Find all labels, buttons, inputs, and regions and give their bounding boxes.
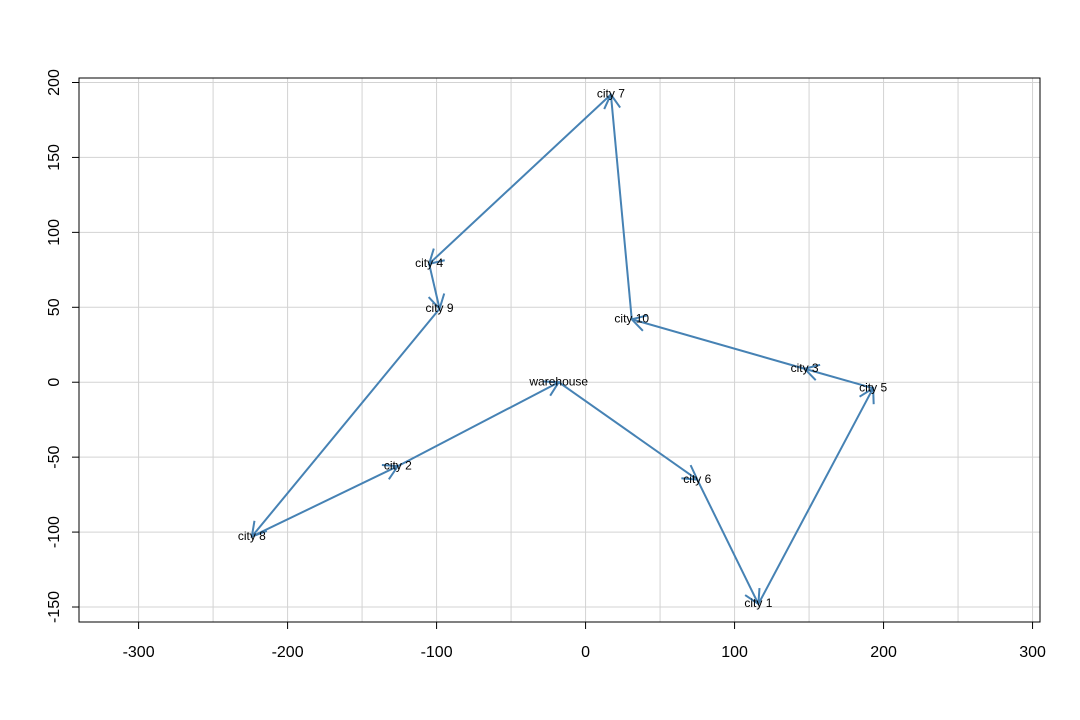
route-line	[251, 465, 399, 538]
route-arrows	[250, 92, 875, 606]
route-segment	[757, 386, 875, 605]
route-segment	[251, 463, 400, 538]
x-tick-label: 200	[870, 644, 897, 661]
route-segment	[427, 93, 612, 266]
y-axis: -150 -100 -50 0 50 100 150 200	[46, 69, 79, 623]
x-tick-label: 0	[581, 644, 590, 661]
point-labels: warehouse city 1 city 2 city 3 city 4 city 5 c…	[238, 87, 888, 611]
point-label: city 8	[238, 529, 266, 543]
route-segment	[629, 314, 805, 370]
point-label: city 10	[614, 311, 649, 325]
y-tick-label: 200	[46, 69, 63, 96]
y-tick-label: -100	[46, 516, 63, 548]
point-label: city 6	[683, 472, 711, 486]
route-segment	[603, 92, 633, 320]
route-segment	[250, 308, 441, 539]
point-label: city 3	[791, 361, 819, 375]
route-segment	[558, 381, 699, 481]
y-tick-label: 100	[46, 219, 63, 246]
point-label: city 4	[415, 256, 443, 270]
grid	[79, 78, 1040, 622]
x-tick-label: 100	[721, 644, 748, 661]
x-tick-label: -200	[272, 644, 304, 661]
route-line	[631, 318, 805, 370]
route-line	[558, 381, 698, 481]
point-label: warehouse	[528, 374, 588, 388]
route-line	[696, 479, 760, 605]
route-segment	[696, 479, 761, 606]
y-tick-label: 0	[46, 378, 63, 387]
plot-frame	[78, 77, 1041, 623]
y-tick-label: 50	[46, 298, 63, 316]
route-line	[428, 263, 441, 310]
point-label: city 5	[859, 380, 887, 394]
route-line	[757, 387, 875, 605]
y-tick-label: 150	[46, 144, 63, 171]
x-tick-label: -300	[123, 644, 155, 661]
route-line	[428, 93, 612, 265]
point-label: city 2	[384, 458, 412, 472]
point-label: city 7	[597, 87, 625, 101]
route-line	[804, 367, 874, 390]
y-tick-label: -150	[46, 591, 63, 623]
point-label: city 1	[744, 596, 772, 610]
route-line	[397, 381, 560, 468]
route-segment	[397, 380, 561, 468]
route-line	[609, 94, 633, 320]
x-tick-label: 300	[1019, 644, 1046, 661]
x-axis: -300 -200 -100 0 100 200 300	[123, 622, 1046, 661]
point-label: city 9	[426, 301, 454, 315]
x-tick-label: -100	[421, 644, 453, 661]
y-tick-label: -50	[46, 445, 63, 468]
route-line	[251, 308, 441, 538]
arrow-head	[542, 380, 561, 397]
